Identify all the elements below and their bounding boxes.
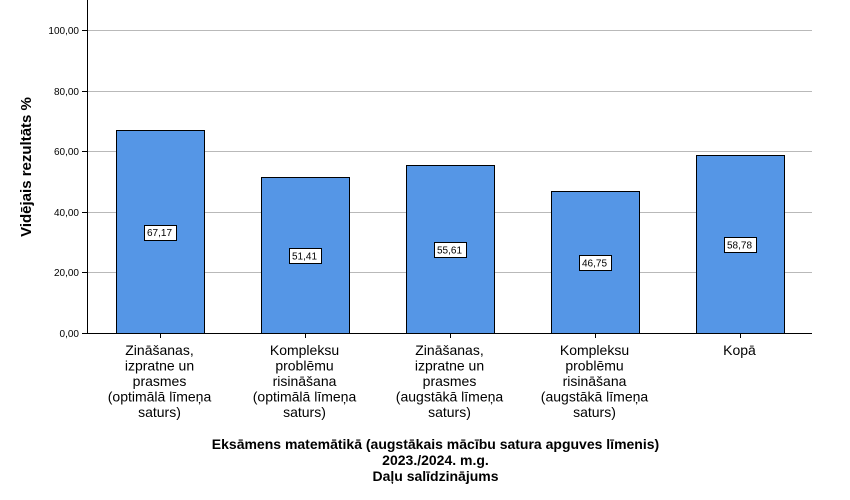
data-label: 55,61 bbox=[434, 242, 467, 258]
bars bbox=[116, 130, 785, 334]
y-tick-label: 20,00 bbox=[54, 268, 79, 279]
x-axis-title-text: Eksāmens matemātikā (augstākais mācību s… bbox=[212, 436, 659, 484]
y-tick-label: 60,00 bbox=[54, 147, 79, 158]
y-tick-label: 40,00 bbox=[54, 208, 79, 219]
data-label: 46,75 bbox=[579, 255, 612, 271]
data-label-box bbox=[724, 237, 757, 253]
y-tick-labels: 0,00 20,00 40,00 60,00 80,00 100,00 bbox=[48, 26, 87, 340]
data-label-text: 51,41 bbox=[292, 251, 317, 262]
x-category-labels: Zināšanas, izpratne un prasmes (optimālā lī… bbox=[108, 333, 756, 420]
data-label-text: 58,78 bbox=[727, 240, 752, 251]
data-labels: 67,17 51,41 55,61 46,75 58,78 bbox=[144, 225, 757, 271]
x-axis-title: Eksāmens matemātikā (augstākais mācību s… bbox=[212, 436, 659, 484]
data-label-box bbox=[144, 225, 177, 241]
data-label-box bbox=[289, 248, 322, 264]
data-label-text: 46,75 bbox=[582, 258, 607, 269]
x-category-label: Kompleksu problēmu risināšana (optimālā līm… bbox=[253, 342, 357, 420]
x-category-label: Kompleksu problēmu risināšana (augstākā līm… bbox=[541, 342, 649, 420]
gridlines bbox=[87, 30, 812, 273]
data-label-text: 55,61 bbox=[437, 245, 462, 256]
y-tick-label: 80,00 bbox=[54, 87, 79, 98]
data-label-box bbox=[579, 255, 612, 271]
x-category-label: Zināšanas, izpratne un prasmes (augstākā lī… bbox=[396, 342, 504, 420]
data-label: 67,17 bbox=[144, 225, 177, 241]
y-tick-label: 100,00 bbox=[48, 26, 79, 37]
data-label-box bbox=[434, 242, 467, 258]
y-tick-label: 0,00 bbox=[60, 329, 80, 340]
x-category-label: Kopā bbox=[723, 342, 756, 358]
data-label: 51,41 bbox=[289, 248, 322, 264]
data-label-text: 67,17 bbox=[147, 228, 172, 239]
x-category-label: Zināšanas, izpratne un prasmes (optimālā lī… bbox=[108, 342, 212, 420]
data-label: 58,78 bbox=[724, 237, 757, 253]
y-axis-title: Vidējais rezultāts % bbox=[18, 97, 35, 237]
